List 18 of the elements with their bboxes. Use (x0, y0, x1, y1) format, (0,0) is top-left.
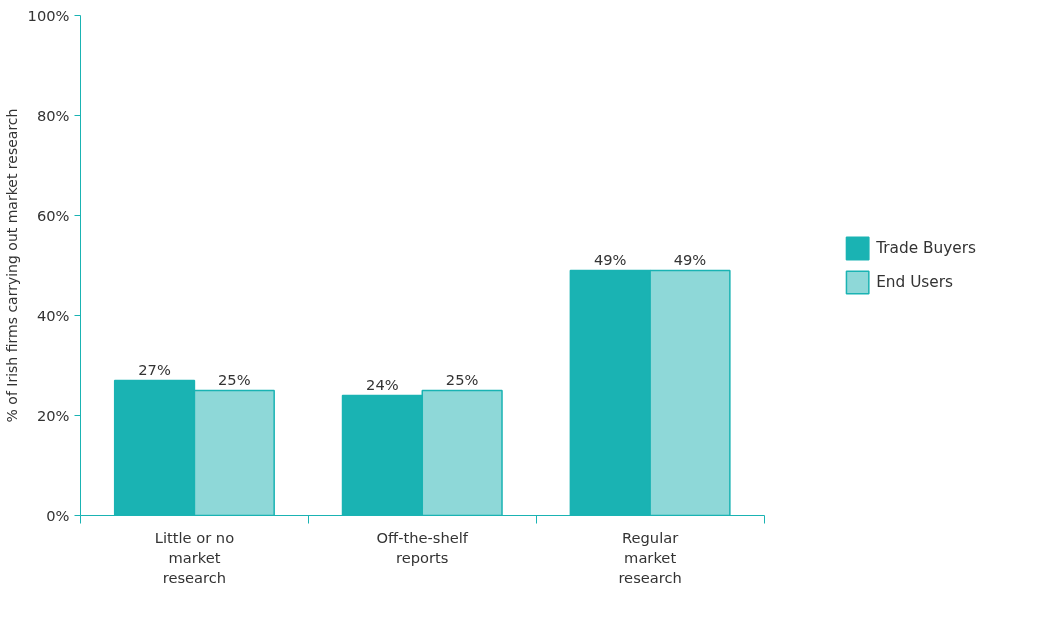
y-tick-label: 60% (36, 207, 70, 224)
data-label: 25% (218, 370, 251, 388)
x-tick-label: Off-the-shelf reports (376, 528, 469, 566)
data-label: 27% (138, 360, 171, 378)
y-tick-label: 80% (36, 107, 70, 124)
x-tick-label: Regular market research (618, 528, 682, 587)
data-label: 25% (445, 370, 479, 388)
data-label: 49% (673, 250, 707, 268)
x-tick-label: Little or no market research (154, 528, 235, 587)
data-label: 24% (366, 375, 399, 393)
y-tick-label: 20% (36, 407, 70, 424)
y-tick-label: 0% (46, 507, 70, 524)
y-axis-title: % of Irish firms carrying out market research (3, 108, 20, 423)
legend-label: End Users (876, 273, 954, 291)
legend-label: Trade Buyers (876, 239, 976, 257)
data-label: 49% (593, 250, 627, 268)
y-tick-label: 40% (36, 307, 70, 324)
y-tick-label: 100% (27, 7, 70, 24)
